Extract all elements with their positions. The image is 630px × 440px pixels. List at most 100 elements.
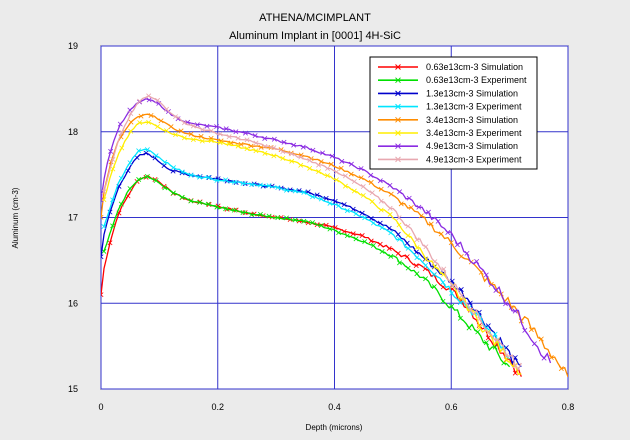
data-point-marker: [348, 161, 354, 167]
data-point-marker: [379, 225, 385, 231]
data-point-marker: [369, 190, 375, 196]
legend-entry: 0.63e13cm-3 Experiment: [378, 75, 527, 85]
x-tick-label: 0.8: [562, 402, 575, 412]
chart-title: ATHENA/MCIMPLANT: [259, 12, 371, 24]
data-point-marker: [231, 207, 237, 213]
data-point-marker: [388, 230, 394, 236]
data-point-marker: [188, 198, 194, 204]
data-point-marker: [262, 143, 268, 149]
y-tick-label: 19: [68, 41, 78, 51]
data-point-marker: [217, 131, 223, 137]
legend-entry: 0.63e13cm-3 Simulation: [378, 62, 523, 72]
data-point-marker: [208, 128, 214, 134]
data-point-marker: [280, 149, 286, 155]
data-point-marker: [435, 218, 441, 224]
data-point-marker: [332, 198, 338, 204]
data-point-marker: [271, 153, 277, 159]
data-point-marker: [342, 183, 348, 189]
y-tick-label: 16: [68, 298, 78, 308]
data-point-marker: [397, 189, 403, 195]
data-point-marker: [178, 128, 184, 134]
data-point-marker: [190, 137, 196, 143]
data-point-marker: [341, 202, 347, 208]
data-point-marker: [110, 197, 116, 203]
data-point-marker: [493, 287, 499, 293]
data-point-marker: [190, 123, 196, 129]
data-point-marker: [162, 159, 168, 165]
data-point-marker: [333, 177, 339, 183]
data-point-marker: [387, 205, 393, 211]
x-tick-label: 0.2: [211, 402, 224, 412]
data-point-marker: [240, 180, 246, 186]
y-tick-label: 18: [68, 127, 78, 137]
data-point-marker: [244, 146, 250, 152]
data-point-marker: [413, 263, 419, 269]
data-point-marker: [318, 223, 324, 229]
data-point-marker: [144, 147, 150, 153]
data-point-marker: [262, 150, 268, 156]
data-point-marker: [344, 208, 350, 214]
data-point-marker: [181, 120, 187, 126]
data-point-marker: [457, 300, 463, 306]
data-point-marker: [448, 240, 454, 246]
data-point-marker: [467, 300, 473, 306]
data-point-marker: [249, 212, 255, 218]
data-point-marker: [423, 262, 429, 268]
data-point-marker: [214, 177, 220, 183]
data-point-marker: [428, 221, 434, 227]
data-point-marker: [143, 150, 149, 156]
data-point-marker: [119, 130, 125, 135]
data-point-marker: [137, 120, 143, 126]
data-point-marker: [101, 254, 104, 260]
legend-label: 0.63e13cm-3 Experiment: [426, 75, 527, 85]
data-point-marker: [101, 214, 104, 220]
data-point-marker: [266, 183, 272, 189]
data-point-marker: [405, 265, 411, 271]
data-point-marker: [281, 139, 287, 145]
data-point-marker: [359, 233, 365, 238]
legend-label: 3.4e13cm-3 Experiment: [426, 128, 522, 138]
data-point-marker: [172, 114, 178, 120]
data-point-marker: [449, 290, 455, 296]
data-point-marker: [450, 283, 456, 289]
data-point-marker: [388, 253, 394, 259]
data-point-marker: [310, 220, 316, 226]
data-point-marker: [379, 249, 385, 255]
data-point-marker: [226, 141, 232, 147]
data-point-marker: [414, 237, 420, 243]
data-point-marker: [197, 174, 203, 180]
data-point-marker: [404, 240, 410, 246]
data-point-marker: [457, 315, 463, 321]
data-point-marker: [466, 325, 472, 331]
data-point-marker: [483, 272, 489, 278]
data-point-marker: [170, 165, 176, 171]
legend-entry: 4.9e13cm-3 Experiment: [378, 154, 522, 164]
series-group: [101, 93, 568, 378]
data-point-marker: [414, 271, 420, 277]
data-point-marker: [348, 171, 354, 177]
data-point-marker: [395, 250, 401, 256]
data-point-marker: [377, 220, 383, 226]
data-point-marker: [110, 157, 116, 163]
data-point-marker: [405, 245, 411, 251]
data-point-marker: [377, 178, 383, 184]
data-point-marker: [153, 153, 159, 159]
data-point-marker: [208, 138, 214, 143]
legend-marker: [395, 77, 401, 84]
data-point-marker: [101, 292, 104, 298]
data-point-marker: [231, 179, 237, 185]
data-point-marker: [327, 200, 333, 206]
data-point-marker: [289, 158, 295, 164]
data-point-marker: [492, 331, 498, 337]
data-point-marker: [512, 363, 518, 369]
data-point-marker: [396, 222, 402, 228]
data-point-marker: [301, 189, 307, 195]
data-point-marker: [350, 231, 356, 237]
data-point-marker: [118, 175, 124, 181]
data-point-marker: [358, 166, 364, 172]
x-tick-label: 0.6: [445, 402, 458, 412]
data-point-marker: [128, 119, 134, 125]
series-1: [101, 174, 511, 368]
data-point-marker: [338, 165, 344, 171]
data-point-marker: [146, 93, 152, 99]
